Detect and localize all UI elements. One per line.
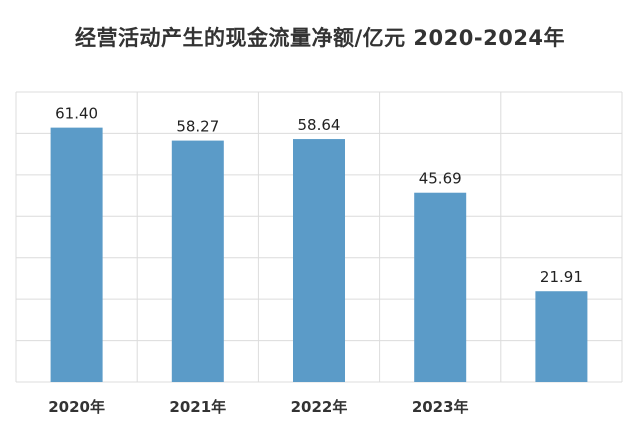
- x-tick-label: 2021年: [169, 398, 226, 416]
- bar-value-label: 58.27: [176, 118, 219, 136]
- bar-value-label: 21.91: [540, 268, 583, 286]
- x-axis-ticks: 2020年 2021年 2022年 2023年: [48, 398, 468, 416]
- chart-title: 经营活动产生的现金流量净额/亿元 2020-2024年: [74, 26, 566, 50]
- x-tick-label: 2020年: [48, 398, 105, 416]
- bar: [414, 192, 467, 382]
- bar-value-label: 58.64: [298, 116, 341, 134]
- value-labels: 61.40 58.27 58.64 45.69 21.91: [55, 105, 583, 287]
- bar-value-label: 61.40: [55, 105, 98, 123]
- x-tick-label: 2023年: [412, 398, 469, 416]
- x-tick-label: 2022年: [291, 398, 348, 416]
- bar-value-label: 45.69: [419, 170, 462, 188]
- bar: [171, 140, 224, 382]
- bar: [535, 291, 588, 382]
- bars: [50, 127, 588, 382]
- bar: [50, 127, 103, 382]
- bar: [293, 139, 345, 382]
